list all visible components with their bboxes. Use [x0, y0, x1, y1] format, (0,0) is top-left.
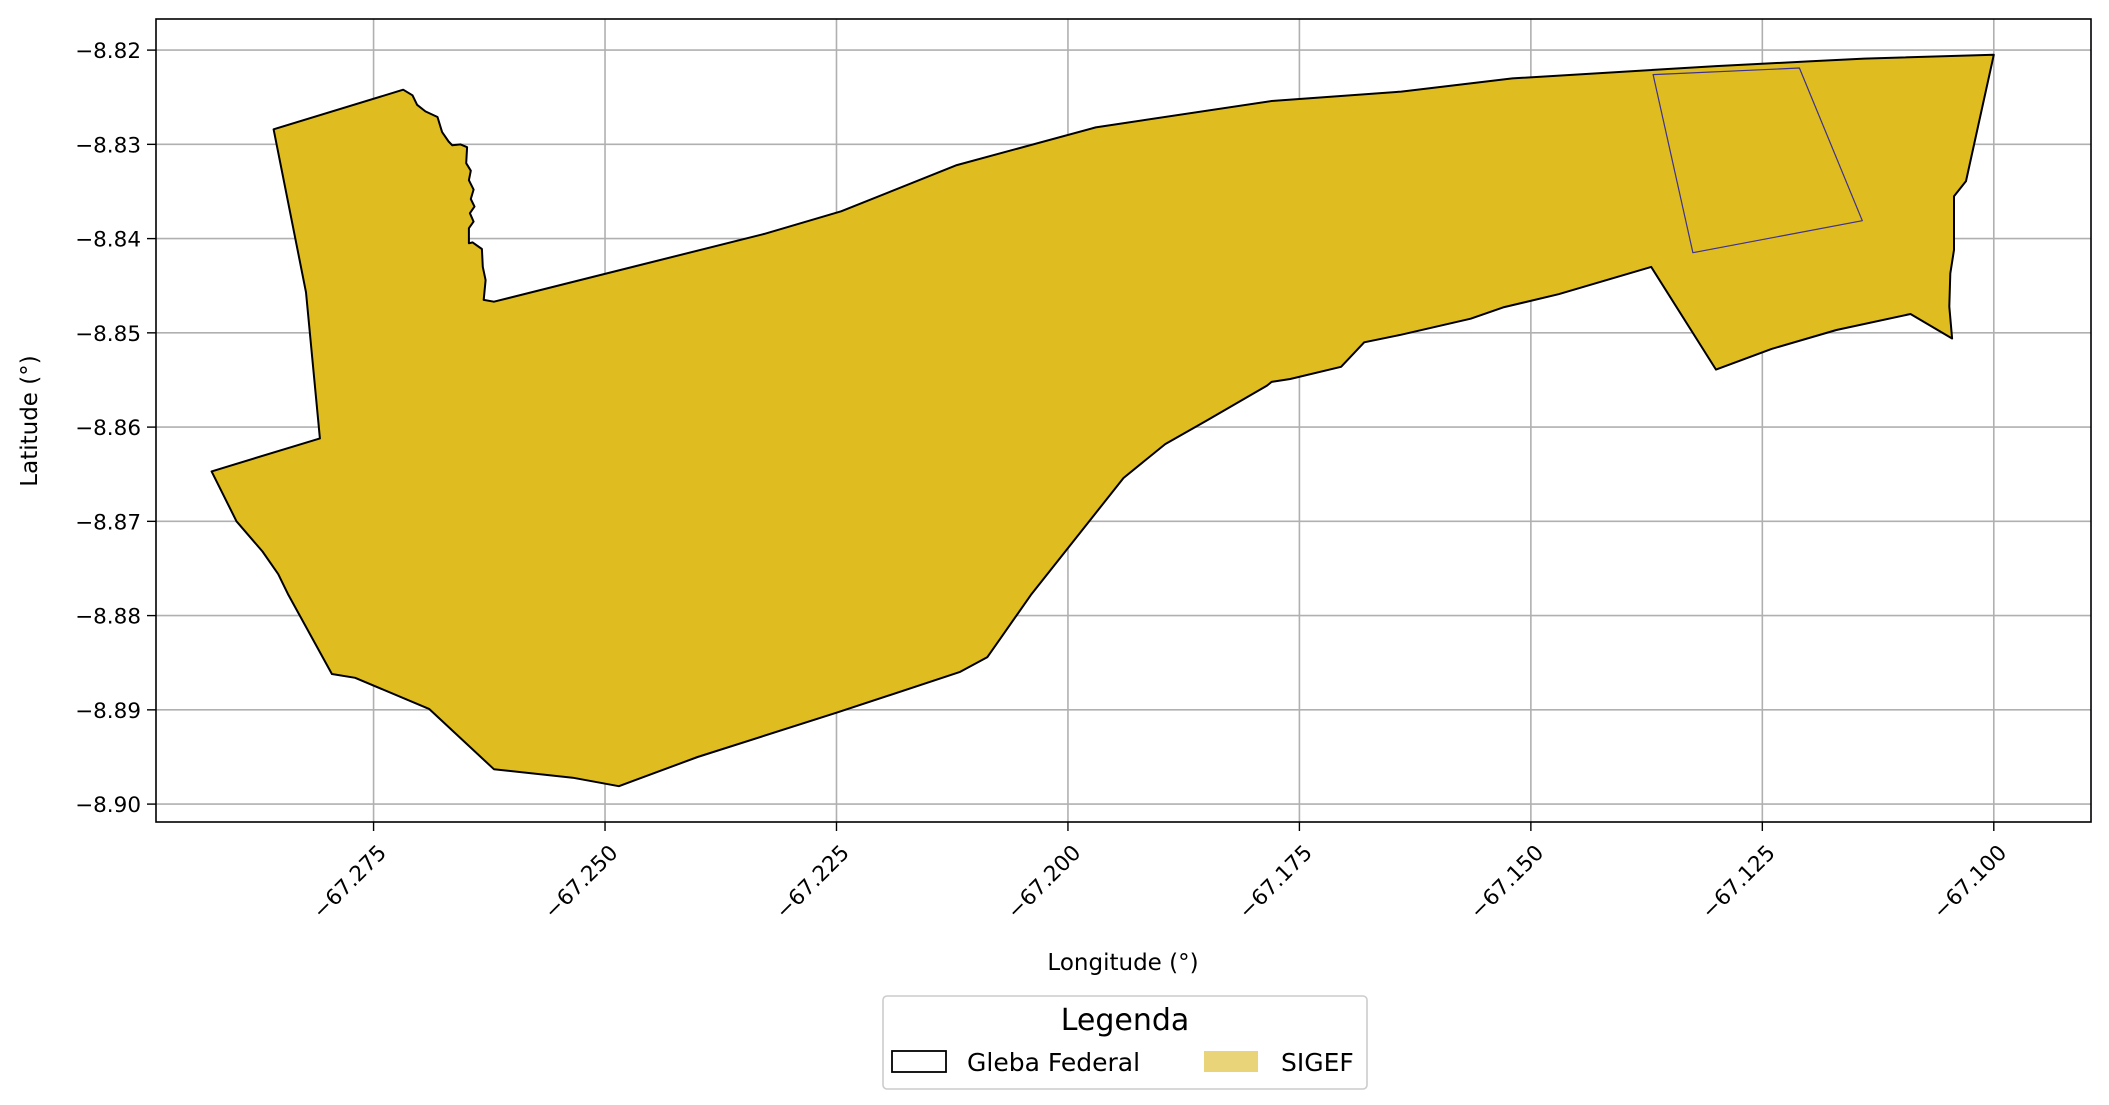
- legend-label-sigef: SIGEF: [1281, 1048, 1354, 1077]
- y-tick-label: −8.84: [75, 228, 141, 253]
- legend: Legenda Gleba Federal SIGEF: [882, 995, 1368, 1090]
- y-tick-label: −8.88: [75, 605, 141, 630]
- y-tick-label: −8.89: [75, 699, 141, 724]
- y-tick-label: −8.86: [75, 416, 141, 441]
- legend-swatch-sigef: [1204, 1051, 1258, 1072]
- y-tick-label: −8.85: [75, 322, 141, 347]
- plot-frame: [155, 18, 2092, 823]
- polygon-gleba-federal: [210, 53, 1995, 788]
- y-axis-ticks: −8.82 −8.83 −8.84 −8.85 −8.86 −8.87 −8.88 −8.89…: [75, 39, 156, 818]
- y-axis-label: Latitude (°): [17, 355, 43, 486]
- polygon-sigef: [1652, 67, 1863, 254]
- legend-label-gleba-federal: Gleba Federal: [967, 1048, 1140, 1077]
- y-tick-label: −8.87: [75, 510, 141, 535]
- y-tick-label: −8.90: [75, 793, 141, 818]
- map-layers: [210, 53, 1995, 788]
- legend-swatch-gleba-federal: [891, 1050, 947, 1073]
- x-axis-label: Longitude (°): [1047, 950, 1198, 976]
- legend-title: Legenda: [1061, 1003, 1190, 1038]
- y-tick-label: −8.83: [75, 133, 141, 158]
- y-tick-label: −8.82: [75, 39, 141, 64]
